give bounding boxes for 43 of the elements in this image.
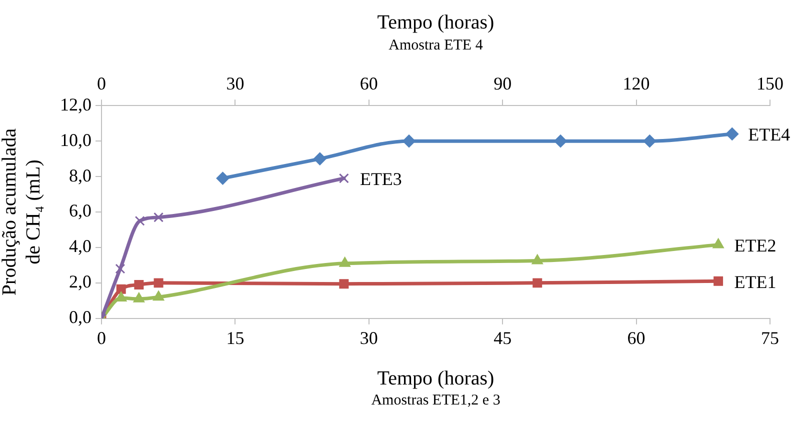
text: Amostra ETE 4 — [388, 38, 484, 54]
x2-tick-label: 90 — [494, 74, 512, 94]
point — [116, 284, 126, 294]
point — [338, 173, 349, 184]
y-tick-label: 12,0 — [60, 94, 92, 114]
point — [714, 276, 724, 286]
series-label: ETE3 — [360, 169, 402, 190]
x-tick-label: 0 — [97, 328, 106, 348]
y-axis-title: Produção acumulada de CH₄ (mL) — [0, 128, 44, 296]
point — [154, 278, 164, 288]
x2-tick-label: 150 — [756, 74, 784, 94]
point — [115, 264, 126, 274]
point — [134, 216, 145, 226]
point — [134, 280, 144, 290]
y-tick-label: 2,0 — [69, 272, 92, 292]
y-tick-label: 0,0 — [69, 307, 92, 328]
x2-axis-title: Tempo (horas) — [377, 12, 494, 34]
point — [152, 290, 164, 301]
point — [712, 238, 724, 248]
x-tick-label: 75 — [761, 328, 779, 348]
text: Amostras ETE1,2 e 3 — [371, 392, 500, 408]
y-tick-label: 10,0 — [60, 130, 92, 150]
y-tick-label: 8,0 — [69, 165, 92, 186]
point — [532, 254, 544, 264]
x2-tick-label: 0 — [97, 74, 106, 94]
series-label: ETE2 — [734, 236, 776, 256]
x-axis-title: Tempo (horas) — [377, 367, 494, 390]
x-tick-label: 30 — [360, 328, 378, 348]
point — [339, 256, 351, 267]
point — [532, 278, 542, 288]
point — [339, 279, 349, 289]
y-tick-label: 6,0 — [69, 200, 92, 221]
x-tick-label: 45 — [494, 328, 512, 348]
series-label: ETE4 — [748, 124, 790, 145]
x2-tick-label: 60 — [360, 74, 378, 94]
x2-tick-label: 30 — [226, 74, 244, 94]
x2-tick-label: 120 — [622, 74, 650, 94]
point — [133, 292, 145, 302]
x-tick-label: 60 — [627, 328, 646, 348]
series-label: ETE1 — [734, 272, 776, 292]
x-tick-label: 15 — [226, 328, 244, 348]
y-tick-label: 4,0 — [69, 236, 92, 256]
point — [154, 212, 164, 222]
